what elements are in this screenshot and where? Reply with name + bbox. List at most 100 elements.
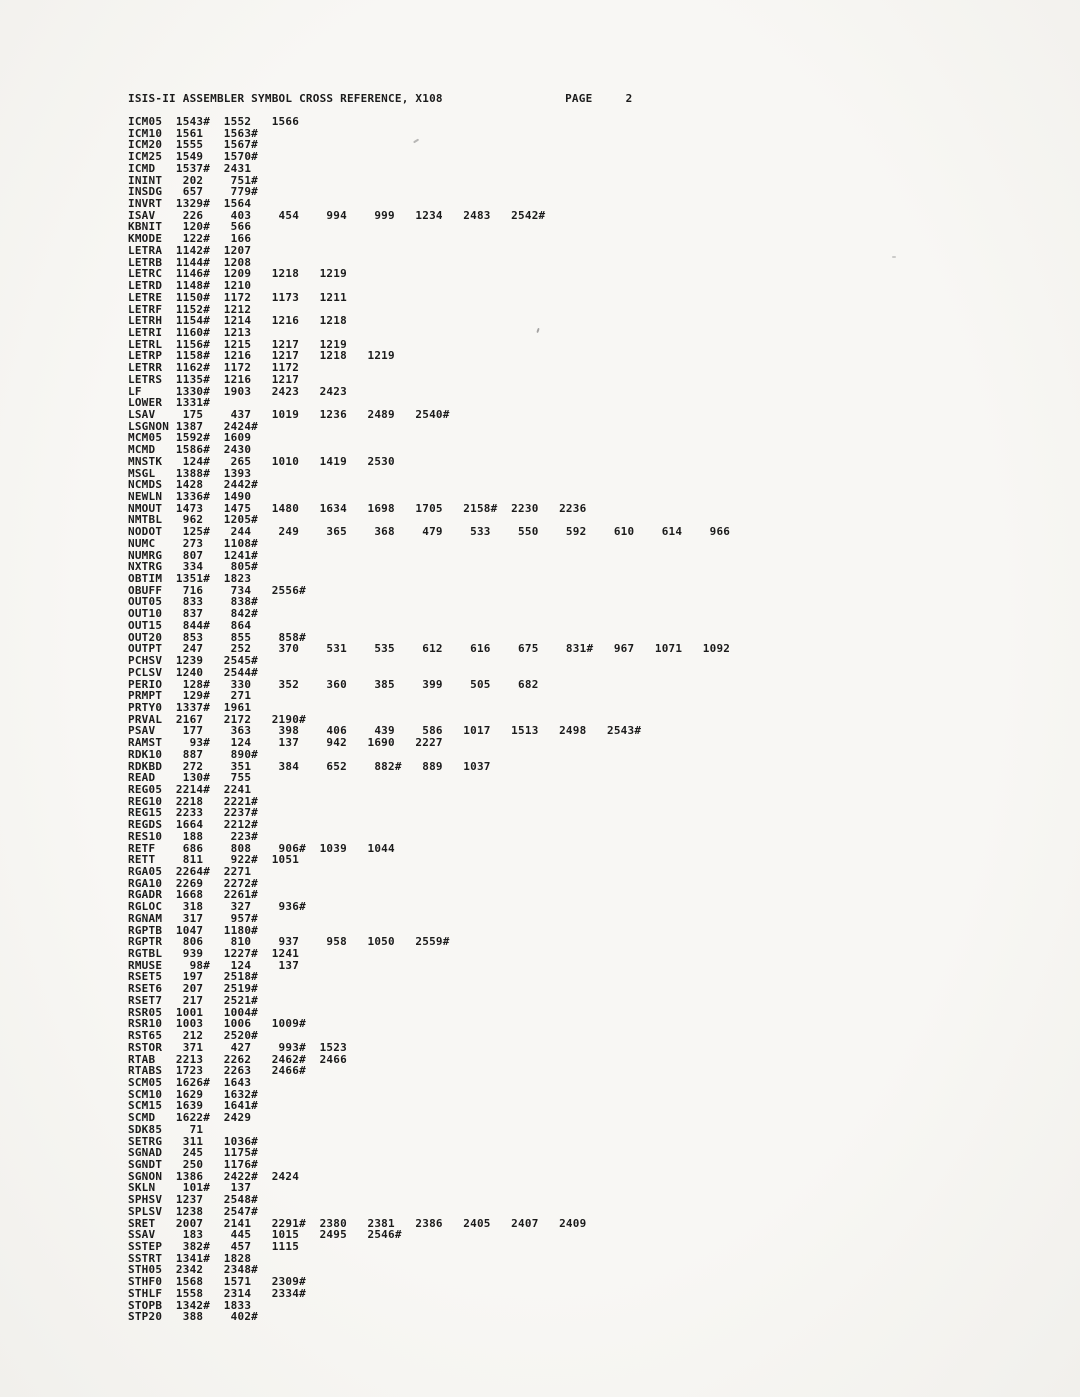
xref-row: RETF 686 808 906# 1039 1044 xyxy=(128,841,409,855)
xref-row: NEWLN 1336# 1490 xyxy=(128,490,265,503)
xref-row: SRET 2007 2141 2291# 2380 2381 2386 2405… xyxy=(128,1216,601,1230)
xref-row: RGTBL 939 1227# 1241 xyxy=(128,947,313,961)
xref-row: RDK10 887 890# xyxy=(128,747,265,761)
xref-row: NCMDS 1428 2442# xyxy=(128,478,265,492)
xref-row: PSAV 177 363 398 406 439 586 1017 1513 2… xyxy=(128,724,649,738)
xref-row: INVRT 1329# 1564 xyxy=(128,197,265,211)
xref-row: LETRS 1135# 1216 1217 xyxy=(128,372,313,386)
xref-row: OUT15 844# 864 xyxy=(128,618,265,632)
xref-row: NMTBL 962 1205# xyxy=(128,513,265,527)
xref-row: LETRB 1144# 1208 xyxy=(128,255,265,269)
page-number: 2 xyxy=(625,92,633,105)
scan-artifact xyxy=(892,256,896,258)
xref-row: RGADR 1668 2261# xyxy=(128,888,265,902)
xref-row: RSET6 207 2519# xyxy=(128,982,265,996)
xref-row: KBNIT 120# 566 xyxy=(128,220,265,234)
xref-row: INSDG 657 779# xyxy=(128,185,265,199)
xref-row: SCM10 1629 1632# xyxy=(128,1087,265,1101)
xref-row: LETRD 1148# 1210 xyxy=(128,279,265,293)
xref-row: SDK85 71 xyxy=(128,1122,217,1136)
xref-row: RGLOC 318 327 936# xyxy=(128,900,313,914)
xref-row: SKLN 101# 137 xyxy=(128,1181,265,1195)
xref-row: RDKBD 272 351 384 652 882# 889 1037 xyxy=(128,759,505,773)
xref-row: PRTY0 1337# 1961 xyxy=(128,700,265,714)
xref-row: RGPTB 1047 1180# xyxy=(128,923,265,937)
xref-row: LETRH 1154# 1214 1216 1218 xyxy=(128,314,361,328)
xref-row: OUTPT 247 252 370 531 535 612 616 675 83… xyxy=(128,642,744,656)
xref-row: PRVAL 2167 2172 2190# xyxy=(128,712,313,726)
xref-row: SGNON 1386 2422# 2424 xyxy=(128,1169,313,1183)
xref-row: LSAV 175 437 1019 1236 2489 2540# xyxy=(128,407,457,421)
xref-row: OUT20 853 855 858# xyxy=(128,630,313,644)
xref-row: MCM05 1592# 1609 xyxy=(128,431,265,445)
xref-row: RGPTR 806 810 937 958 1050 2559# xyxy=(128,935,457,949)
xref-row: SGNAD 245 1175# xyxy=(128,1146,265,1160)
xref-row: PRMPT 129# 271 xyxy=(128,689,265,703)
xref-table: ICM05 1543# 1552 1566 ICM10 1561 1563# I… xyxy=(128,116,744,1323)
xref-row: ICMD 1537# 2431 xyxy=(128,161,265,175)
xref-row: NMOUT 1473 1475 1480 1634 1698 1705 2158… xyxy=(128,501,601,515)
xref-row: STH05 2342 2348# xyxy=(128,1263,265,1277)
xref-row: MCMD 1586# 2430 xyxy=(128,443,265,457)
xref-row: RST65 212 2520# xyxy=(128,1029,265,1043)
xref-row: SCMD 1622# 2429 xyxy=(128,1111,265,1125)
xref-row: STHLF 1558 2314 2334# xyxy=(128,1286,313,1300)
page-header: ISIS-II ASSEMBLER SYMBOL CROSS REFERENCE… xyxy=(128,93,632,105)
xref-row: RSR05 1001 1004# xyxy=(128,1005,265,1019)
xref-row: REGDS 1664 2212# xyxy=(128,818,265,832)
xref-row: PERIO 128# 330 352 360 385 399 505 682 xyxy=(128,677,553,691)
xref-row: REG15 2233 2237# xyxy=(128,806,265,820)
xref-row: REG10 2218 2221# xyxy=(128,794,265,808)
xref-row: SSTEP 382# 457 1115 xyxy=(128,1240,313,1253)
xref-row: RETT 811 922# 1051 xyxy=(128,853,313,867)
xref-row: ICM05 1543# 1552 1566 xyxy=(128,115,313,128)
xref-row: SPHSV 1237 2548# xyxy=(128,1193,265,1207)
xref-row: RSET7 217 2521# xyxy=(128,993,265,1007)
xref-row: MSGL 1388# 1393 xyxy=(128,466,265,480)
xref-row: LETRR 1162# 1172 1172 xyxy=(128,361,313,375)
xref-row: ISAV 226 403 454 994 999 1234 2483 2542# xyxy=(128,208,553,222)
xref-row: OBTIM 1351# 1823 xyxy=(128,572,265,586)
page-title: ISIS-II ASSEMBLER SYMBOL CROSS REFERENCE… xyxy=(128,92,443,105)
xref-row: READ 130# 755 xyxy=(128,771,265,785)
xref-row: SGNDT 250 1176# xyxy=(128,1157,265,1171)
xref-row: RTAB 2213 2262 2462# 2466 xyxy=(128,1052,361,1066)
xref-row: STOPB 1342# 1833 xyxy=(128,1298,265,1312)
xref-row: RGNAM 317 957# xyxy=(128,911,265,925)
xref-row: LETRP 1158# 1216 1217 1218 1219 xyxy=(128,349,409,363)
xref-row: LETRL 1156# 1215 1217 1219 xyxy=(128,337,361,351)
xref-row: LF 1330# 1903 2423 2423 xyxy=(128,384,361,398)
xref-row: PCHSV 1239 2545# xyxy=(128,654,265,668)
xref-row: LETRE 1150# 1172 1173 1211 xyxy=(128,290,361,304)
xref-row: LSGNON 1387 2424# xyxy=(128,419,265,433)
xref-row: NODOT 125# 244 249 365 368 479 533 550 5… xyxy=(128,525,744,539)
page-label: PAGE xyxy=(565,92,593,105)
xref-row: SPLSV 1238 2547# xyxy=(128,1204,265,1218)
xref-row: REG05 2214# 2241 xyxy=(128,782,265,796)
xref-row: SCM05 1626# 1643 xyxy=(128,1075,265,1089)
xref-row: RGA05 2264# 2271 xyxy=(128,865,265,878)
xref-row: STP20 388 402# xyxy=(128,1310,265,1324)
xref-row: LETRA 1142# 1207 xyxy=(128,243,265,257)
xref-row: OBUFF 716 734 2556# xyxy=(128,583,313,597)
xref-row: ICM20 1555 1567# xyxy=(128,138,265,152)
xref-row: RAMST 93# 124 137 942 1690 2227 xyxy=(128,736,457,750)
xref-row: ICM10 1561 1563# xyxy=(128,126,265,140)
xref-row: KMODE 122# 166 xyxy=(128,232,265,246)
xref-row: RSET5 197 2518# xyxy=(128,970,265,984)
xref-row: LETRF 1152# 1212 xyxy=(128,302,265,316)
xref-row: SETRG 311 1036# xyxy=(128,1134,265,1148)
xref-row: NUMRG 807 1241# xyxy=(128,548,265,562)
xref-row: LETRI 1160# 1213 xyxy=(128,325,265,339)
xref-row: SSAV 183 445 1015 2495 2546# xyxy=(128,1228,409,1242)
xref-row: LOWER 1331# xyxy=(128,396,217,410)
xref-row: PCLSV 1240 2544# xyxy=(128,665,265,679)
xref-row: ININT 202 751# xyxy=(128,173,265,187)
xref-row: RSR10 1003 1006 1009# xyxy=(128,1017,313,1031)
xref-row: ICM25 1549 1570# xyxy=(128,150,265,164)
xref-row: SSTRT 1341# 1828 xyxy=(128,1251,265,1265)
xref-row: NUMC 273 1108# xyxy=(128,536,265,550)
xref-row: STHF0 1568 1571 2309# xyxy=(128,1275,313,1289)
xref-row: LETRC 1146# 1209 1218 1219 xyxy=(128,267,361,281)
